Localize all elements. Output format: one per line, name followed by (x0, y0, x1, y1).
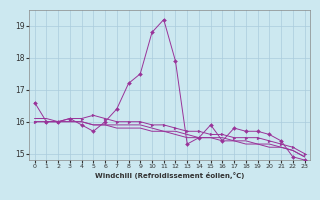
X-axis label: Windchill (Refroidissement éolien,°C): Windchill (Refroidissement éolien,°C) (95, 172, 244, 179)
